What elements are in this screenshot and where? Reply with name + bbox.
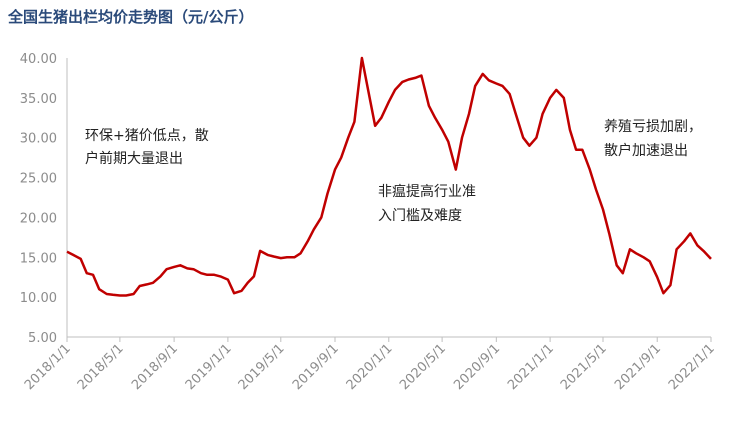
annotation: 非瘟提高行业准 <box>378 183 476 200</box>
x-tick-label: 2021/5/1 <box>558 341 610 393</box>
x-tick-label: 2019/5/1 <box>236 341 288 393</box>
x-tick-label: 2019/9/1 <box>290 341 342 393</box>
annotation: 散户加速退出 <box>604 142 688 159</box>
annotation: 入门槛及难度 <box>378 208 462 224</box>
x-tick-label: 2019/1/1 <box>183 341 235 393</box>
y-tick-label: 35.00 <box>20 92 57 107</box>
annotation: 环保+猪价低点，散 <box>85 128 209 144</box>
y-tick-label: 40.00 <box>20 52 57 67</box>
y-tick-label: 10.00 <box>20 291 57 306</box>
x-tick-label: 2018/5/1 <box>75 341 127 393</box>
y-tick-label: 30.00 <box>20 132 57 147</box>
y-tick-label: 25.00 <box>20 172 57 187</box>
chart-title: 全国生猪出栏均价走势图（元/公斤） <box>7 8 253 26</box>
x-tick-label: 2022/1/1 <box>666 341 718 393</box>
annotation: 户前期大量退出 <box>85 150 183 167</box>
y-tick-label: 5.00 <box>28 331 57 346</box>
y-tick-label: 20.00 <box>20 211 57 226</box>
x-tick-label: 2020/1/1 <box>344 341 396 393</box>
annotation: 养殖亏损加剧， <box>604 118 702 135</box>
x-tick-label: 2018/1/1 <box>22 341 74 393</box>
x-tick-label: 2020/9/1 <box>451 341 503 393</box>
price-line <box>66 56 712 297</box>
y-tick-label: 15.00 <box>20 251 57 266</box>
x-tick-label: 2018/9/1 <box>129 341 181 393</box>
x-tick-label: 2020/5/1 <box>397 341 449 393</box>
x-tick-label: 2021/1/1 <box>505 341 557 393</box>
x-tick-label: 2021/9/1 <box>612 341 664 393</box>
